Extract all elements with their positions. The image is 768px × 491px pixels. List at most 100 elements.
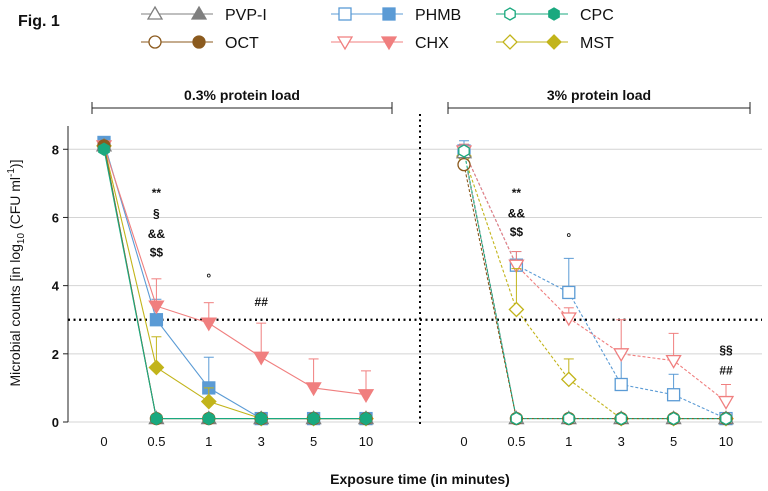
- legend-entry-mst: MST: [496, 34, 614, 52]
- y-label-sup: -1: [6, 168, 17, 177]
- series-cpc: [98, 142, 372, 426]
- legend-marker-open: [336, 36, 354, 51]
- data-point: [149, 313, 164, 327]
- legend-label: PHMB: [415, 7, 461, 24]
- grid: [68, 148, 762, 423]
- legend-label: MST: [580, 35, 614, 52]
- series-line: [463, 164, 726, 420]
- legend-entry-phmb: PHMB: [331, 7, 461, 24]
- data-point: [666, 388, 681, 402]
- legend-marker-filled: [190, 5, 208, 20]
- series-oct: [457, 153, 733, 426]
- y-label-end: )]: [7, 160, 23, 169]
- y-tick-label: 0: [52, 415, 59, 430]
- x-tick-label: 3: [618, 434, 625, 449]
- data-point: [305, 382, 322, 397]
- annotation: °: [566, 230, 571, 244]
- series-cpc: [458, 144, 732, 426]
- series-line: [463, 150, 727, 402]
- data-point: [98, 142, 110, 157]
- y-tick-label: 8: [52, 142, 59, 157]
- annotation: &&: [508, 206, 526, 220]
- x-tick-label: 5: [670, 434, 677, 449]
- data-point: [200, 317, 217, 332]
- annotation: ##: [255, 295, 269, 309]
- annotation: °: [206, 271, 211, 285]
- data-point: [458, 144, 470, 158]
- annotation: $$: [150, 246, 164, 260]
- data-point: [562, 411, 575, 426]
- y-label-unit: (CFU ml: [7, 177, 23, 233]
- legend-marker-filled: [548, 7, 560, 21]
- data-point: [148, 359, 165, 376]
- series-chx: [95, 140, 375, 404]
- legend-label: OCT: [225, 35, 259, 52]
- data-point: [307, 411, 320, 426]
- legend-marker-filled: [546, 34, 562, 50]
- data-point: [202, 411, 215, 426]
- series-pvp-i: [455, 144, 735, 425]
- series-line: [103, 149, 366, 420]
- y-tick-label: 4: [52, 279, 60, 294]
- data-point: [253, 351, 270, 366]
- data-point: [148, 300, 165, 315]
- legend-marker-open: [504, 7, 516, 21]
- panel-title: 3% protein load: [547, 87, 651, 103]
- data-point: [200, 393, 217, 410]
- legend-marker-open: [502, 34, 518, 50]
- legend-marker-open: [146, 5, 164, 20]
- legend-entry-chx: CHX: [331, 35, 449, 52]
- x-axis-label: Exposure time (in minutes): [330, 471, 510, 487]
- y-axis-label: Microbial counts [in log10 (CFU ml-1)]: [6, 160, 27, 387]
- legend-marker-filled: [192, 35, 206, 49]
- data-point: [357, 389, 375, 404]
- legend-label: CPC: [580, 7, 614, 24]
- series-chx: [455, 143, 735, 410]
- figure-label: Fig. 1: [18, 13, 60, 30]
- y-label-main: Microbial counts [in log: [7, 244, 23, 386]
- data-point: [615, 411, 628, 426]
- panel-frames: 0.3% protein load 3% protein load: [91, 87, 751, 114]
- series-line: [463, 150, 727, 420]
- series-phmb: [457, 140, 733, 426]
- data-point: [508, 259, 525, 274]
- series-line: [103, 145, 366, 420]
- legend-entry-cpc: CPC: [496, 7, 614, 24]
- legend-marker-open: [338, 7, 352, 21]
- x-tick-label: 0.5: [147, 434, 165, 449]
- legend-marker-filled: [382, 7, 396, 21]
- legend-label: CHX: [415, 35, 449, 52]
- axes: 0 2 4 6 8 0 0.5 1 3 5 10 0 0.5 1 3 5 10: [52, 114, 762, 449]
- annotation: $$: [510, 225, 524, 239]
- x-tick-label: 3: [258, 434, 265, 449]
- annotation: §: [153, 206, 160, 220]
- data-point: [560, 312, 577, 327]
- marks: ** § && $$ ° ## ** && $$ ° §§ ##: [95, 135, 735, 427]
- data-point: [717, 395, 735, 410]
- x-tick-label: 0.5: [507, 434, 525, 449]
- data-point: [562, 285, 576, 300]
- x-tick-label: 0: [100, 434, 107, 449]
- data-point: [360, 411, 372, 426]
- x-tick-label: 1: [205, 434, 212, 449]
- y-tick-label: 2: [52, 347, 59, 362]
- series-line: [463, 150, 726, 420]
- data-point: [665, 354, 682, 369]
- series-line: [103, 142, 366, 420]
- series-line: [463, 155, 726, 420]
- data-point: [510, 411, 523, 426]
- data-point: [560, 371, 577, 388]
- panel-title: 0.3% protein load: [184, 87, 300, 103]
- data-point: [457, 157, 471, 172]
- legend-label: PVP-I: [225, 7, 267, 24]
- data-point: [614, 377, 628, 392]
- x-tick-label: 0: [460, 434, 467, 449]
- annotation: **: [152, 186, 162, 200]
- annotation: **: [512, 186, 522, 200]
- data-point: [720, 411, 732, 426]
- series-oct: [97, 139, 373, 426]
- annotation: §§: [719, 343, 733, 357]
- legend-entry-oct: OCT: [141, 35, 259, 52]
- series-phmb: [97, 135, 373, 426]
